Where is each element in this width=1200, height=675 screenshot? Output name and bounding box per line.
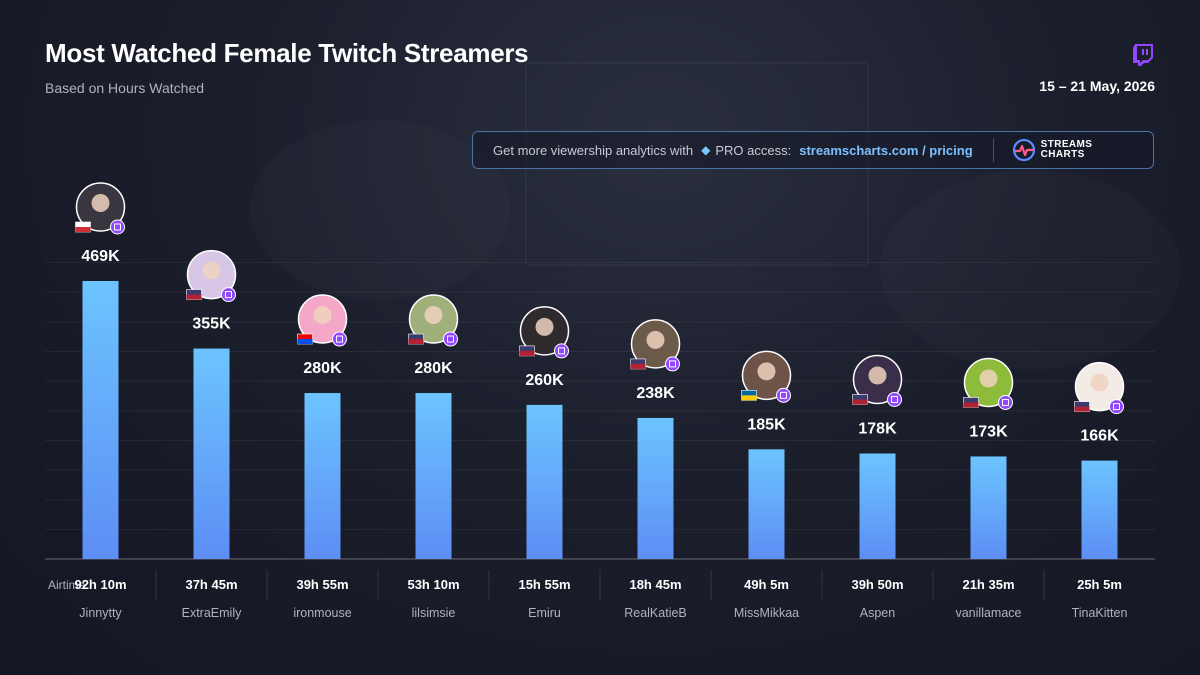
avatar-face [313, 306, 332, 325]
page-subtitle: Based on Hours Watched [45, 80, 205, 96]
airtime-value: 39h 50m [851, 577, 903, 592]
airtime-value: 39h 55m [296, 577, 348, 592]
airtime-value: 37h 45m [185, 577, 237, 592]
date-range: 15 – 21 May, 2026 [1039, 78, 1155, 94]
value-label: 469K [81, 248, 120, 265]
twitch-badge-icon [554, 343, 569, 359]
flag-stripe [630, 363, 646, 369]
twitch-badge-glyph [1002, 398, 1009, 406]
twitch-badge-glyph [1113, 403, 1120, 411]
twitch-badge-icon [1109, 399, 1124, 415]
bar-ironmouse [304, 393, 341, 559]
bar-TinaKitten [1081, 460, 1118, 559]
page-title: Most Watched Female Twitch Streamers [45, 38, 529, 68]
bar-lilsimsie [415, 393, 452, 559]
category-label: vanillamace [955, 606, 1021, 620]
twitch-icon [1133, 44, 1153, 66]
promo-banner[interactable]: Get more viewership analytics with ◆ PRO… [472, 131, 1154, 169]
flag-stripe [519, 350, 535, 356]
category-label: ExtraEmily [182, 606, 242, 620]
bar-Jinnytty [82, 281, 119, 559]
diamond-icon: ◆ [701, 143, 711, 157]
avatar-face [1090, 373, 1109, 392]
avatar-face [979, 369, 998, 388]
bar-MissMikkaa [748, 449, 785, 559]
bar-RealKatieB [637, 417, 674, 559]
category-label: MissMikkaa [734, 606, 799, 620]
airtime-label: Airtime: [48, 578, 89, 592]
category-label: ironmouse [293, 606, 351, 620]
airtime-value: 21h 35m [962, 577, 1014, 592]
promo-divider [992, 138, 994, 162]
category-label: TinaKitten [1072, 606, 1128, 620]
flag-stripe [741, 395, 757, 401]
airtime-value: 15h 55m [518, 577, 570, 592]
value-label: 280K [414, 360, 453, 377]
value-label: 355K [192, 316, 231, 333]
flag-stripe [852, 399, 868, 405]
twitch-badge-icon [332, 331, 347, 347]
avatar-face [535, 317, 554, 336]
avatar-face [868, 366, 887, 385]
category-label: Aspen [860, 606, 895, 620]
twitch-badge-glyph [447, 335, 454, 343]
flag-stripe [963, 402, 979, 408]
twitch-badge-icon [110, 219, 125, 235]
bar-vanillamace [970, 456, 1007, 559]
avatar-face [202, 261, 221, 280]
twitch-badge-glyph [225, 291, 232, 299]
brand-line-1: STREAMS [1040, 139, 1093, 150]
value-label: 260K [525, 372, 564, 389]
avatar-face [646, 330, 665, 349]
value-label: 166K [1080, 428, 1119, 445]
twitch-badge-glyph [336, 335, 343, 343]
twitch-badge-glyph [558, 347, 565, 355]
brand-line-2: CHARTS [1040, 149, 1085, 160]
bar-Emiru [526, 404, 563, 559]
avatar-face [91, 194, 110, 212]
streams-charts-logo: STREAMS CHARTS [1012, 138, 1093, 162]
twitch-badge-icon [221, 287, 236, 303]
bar-Aspen [859, 453, 896, 559]
twitch-badge-glyph [114, 223, 121, 231]
flag-stripe [1074, 406, 1090, 412]
streams-charts-icon [1012, 138, 1035, 162]
twitch-badge-glyph [891, 395, 898, 403]
promo-pro-label: PRO access: [715, 142, 792, 158]
value-label: 238K [636, 385, 675, 402]
value-label: 173K [969, 423, 1008, 440]
twitch-badge-icon [443, 331, 458, 347]
value-label: 280K [303, 360, 342, 377]
avatar-face [424, 306, 443, 325]
twitch-badge-icon [887, 391, 902, 407]
twitch-badge-glyph [780, 391, 787, 399]
airtime-value: 18h 45m [629, 577, 681, 592]
airtime-value: 49h 5m [744, 577, 789, 592]
bar-ExtraEmily [193, 348, 230, 559]
avatar-face [757, 362, 776, 381]
promo-text: Get more viewership analytics with [493, 142, 694, 158]
airtime-value: 25h 5m [1077, 577, 1122, 592]
twitch-badge-icon [776, 387, 791, 403]
twitch-badge-icon [665, 356, 680, 372]
flag-stripe [297, 339, 313, 345]
airtime-value: 92h 10m [74, 577, 126, 592]
twitch-badge-glyph [669, 360, 676, 368]
category-label: Emiru [528, 606, 561, 620]
flag-stripe [186, 294, 202, 300]
airtime-value: 53h 10m [407, 577, 459, 592]
category-label: lilsimsie [412, 606, 456, 620]
pricing-link[interactable]: streamscharts.com / pricing [799, 142, 973, 158]
value-label: 178K [858, 420, 897, 437]
value-label: 185K [747, 416, 786, 433]
streams-charts-wordmark: STREAMS CHARTS [1041, 140, 1093, 160]
category-label: RealKatieB [624, 606, 687, 620]
flag-stripe [408, 339, 424, 345]
flag-stripe [75, 227, 91, 232]
twitch-badge-icon [998, 394, 1013, 410]
category-label: Jinnytty [79, 606, 122, 620]
